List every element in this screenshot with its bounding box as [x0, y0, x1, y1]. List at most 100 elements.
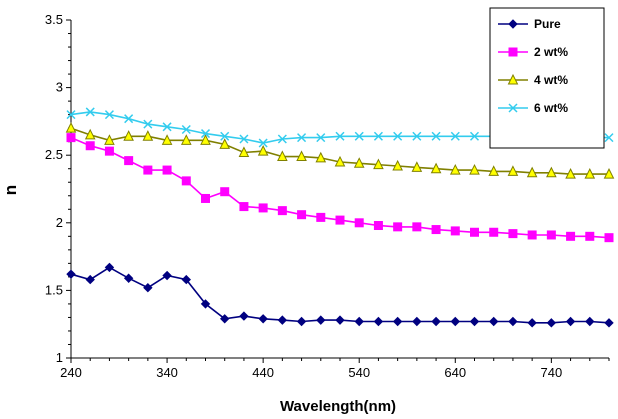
- data-point-stroke: [431, 131, 441, 141]
- data-point: [220, 131, 230, 141]
- data-point: [431, 316, 441, 327]
- data-point: [585, 316, 595, 327]
- data-point: [85, 274, 95, 285]
- data-point: [392, 316, 403, 327]
- data-point: [239, 134, 249, 144]
- axes: 1 1.5 2 2.5 3 3.5 240 340 440 540 640 740: [45, 12, 610, 380]
- legend-label: 2 wt%: [534, 45, 568, 59]
- data-point: [584, 168, 596, 179]
- data-point-stroke: [200, 129, 211, 139]
- data-point: [431, 225, 441, 235]
- data-point-stroke: [220, 131, 230, 141]
- data-point: [335, 131, 345, 141]
- data-point: [508, 47, 518, 57]
- data-point-stroke: [85, 107, 95, 117]
- data-point: [603, 168, 615, 179]
- data-point-stroke: [239, 134, 249, 144]
- data-point: [142, 130, 154, 141]
- data-point: [508, 103, 518, 113]
- data-point: [124, 156, 134, 166]
- data-point-stroke: [412, 131, 422, 141]
- data-point: [296, 150, 307, 162]
- data-point: [450, 316, 460, 327]
- data-point: [508, 316, 518, 327]
- data-point: [123, 273, 134, 283]
- data-point: [412, 222, 422, 232]
- data-point: [201, 193, 210, 203]
- data-point: [469, 316, 480, 327]
- data-point: [162, 270, 172, 281]
- data-point: [546, 318, 557, 328]
- data-point: [65, 122, 77, 133]
- data-point: [104, 134, 115, 145]
- data-point: [527, 318, 537, 328]
- data-point: [296, 316, 307, 327]
- legend-box: [489, 7, 605, 149]
- data-point: [508, 229, 518, 239]
- data-point: [585, 231, 595, 241]
- data-point: [277, 206, 287, 216]
- data-point-stroke: [316, 133, 326, 143]
- data-point: [258, 203, 268, 213]
- data-point: [431, 131, 441, 141]
- x-axis-title: Wavelength(nm): [280, 398, 396, 415]
- data-point: [489, 227, 499, 237]
- y-tick-label: 1.5: [45, 282, 63, 297]
- data-point-stroke: [143, 119, 153, 129]
- data-point: [469, 163, 480, 175]
- data-point: [143, 282, 153, 293]
- data-point: [162, 165, 172, 175]
- data-point: [373, 158, 384, 170]
- data-point: [469, 131, 480, 141]
- y-tick-label: 2.5: [45, 147, 63, 162]
- data-point: [220, 314, 230, 324]
- data-point: [162, 122, 172, 132]
- legend-label: Pure: [534, 17, 561, 31]
- data-point: [316, 133, 326, 143]
- legend-item: 4 wt%: [498, 73, 568, 87]
- data-point: [239, 202, 249, 212]
- y-tick-label: 3: [56, 80, 63, 95]
- data-point: [124, 114, 134, 124]
- data-point: [66, 110, 76, 120]
- data-point: [546, 166, 557, 178]
- data-point: [373, 316, 384, 327]
- data-point: [143, 165, 153, 175]
- data-point-stroke: [393, 131, 403, 141]
- data-point: [604, 318, 614, 328]
- x-tick-label: 440: [252, 365, 274, 380]
- legend-label: 4 wt%: [534, 73, 568, 87]
- data-point: [604, 233, 614, 243]
- data-point: [104, 146, 114, 156]
- data-point: [258, 314, 268, 324]
- data-point: [277, 134, 287, 144]
- data-point: [470, 227, 479, 237]
- data-point-stroke: [297, 133, 307, 143]
- data-point: [354, 316, 364, 327]
- y-axis-title: n: [1, 185, 20, 195]
- data-point: [565, 168, 576, 179]
- data-point: [66, 133, 76, 143]
- y-tick-label: 2: [56, 215, 63, 230]
- series-line: [70, 266, 610, 324]
- data-point: [200, 129, 211, 139]
- data-point: [449, 163, 461, 175]
- data-point: [220, 187, 230, 197]
- data-point: [181, 274, 191, 285]
- data-point: [430, 162, 442, 174]
- legend: Pure 2 wt% 4 wt% 6 wt%: [489, 7, 605, 149]
- legend-item: 6 wt%: [498, 101, 568, 115]
- data-point: [316, 212, 326, 222]
- data-point: [104, 262, 115, 273]
- data-point-stroke: [181, 124, 191, 135]
- data-point: [565, 316, 576, 327]
- data-point: [507, 165, 519, 176]
- data-point: [200, 134, 211, 145]
- data-point: [84, 128, 96, 140]
- data-point: [239, 311, 249, 321]
- data-point: [373, 131, 383, 141]
- data-point: [258, 138, 268, 148]
- data-point: [508, 19, 518, 29]
- data-point-stroke: [258, 138, 268, 148]
- data-point: [335, 215, 345, 225]
